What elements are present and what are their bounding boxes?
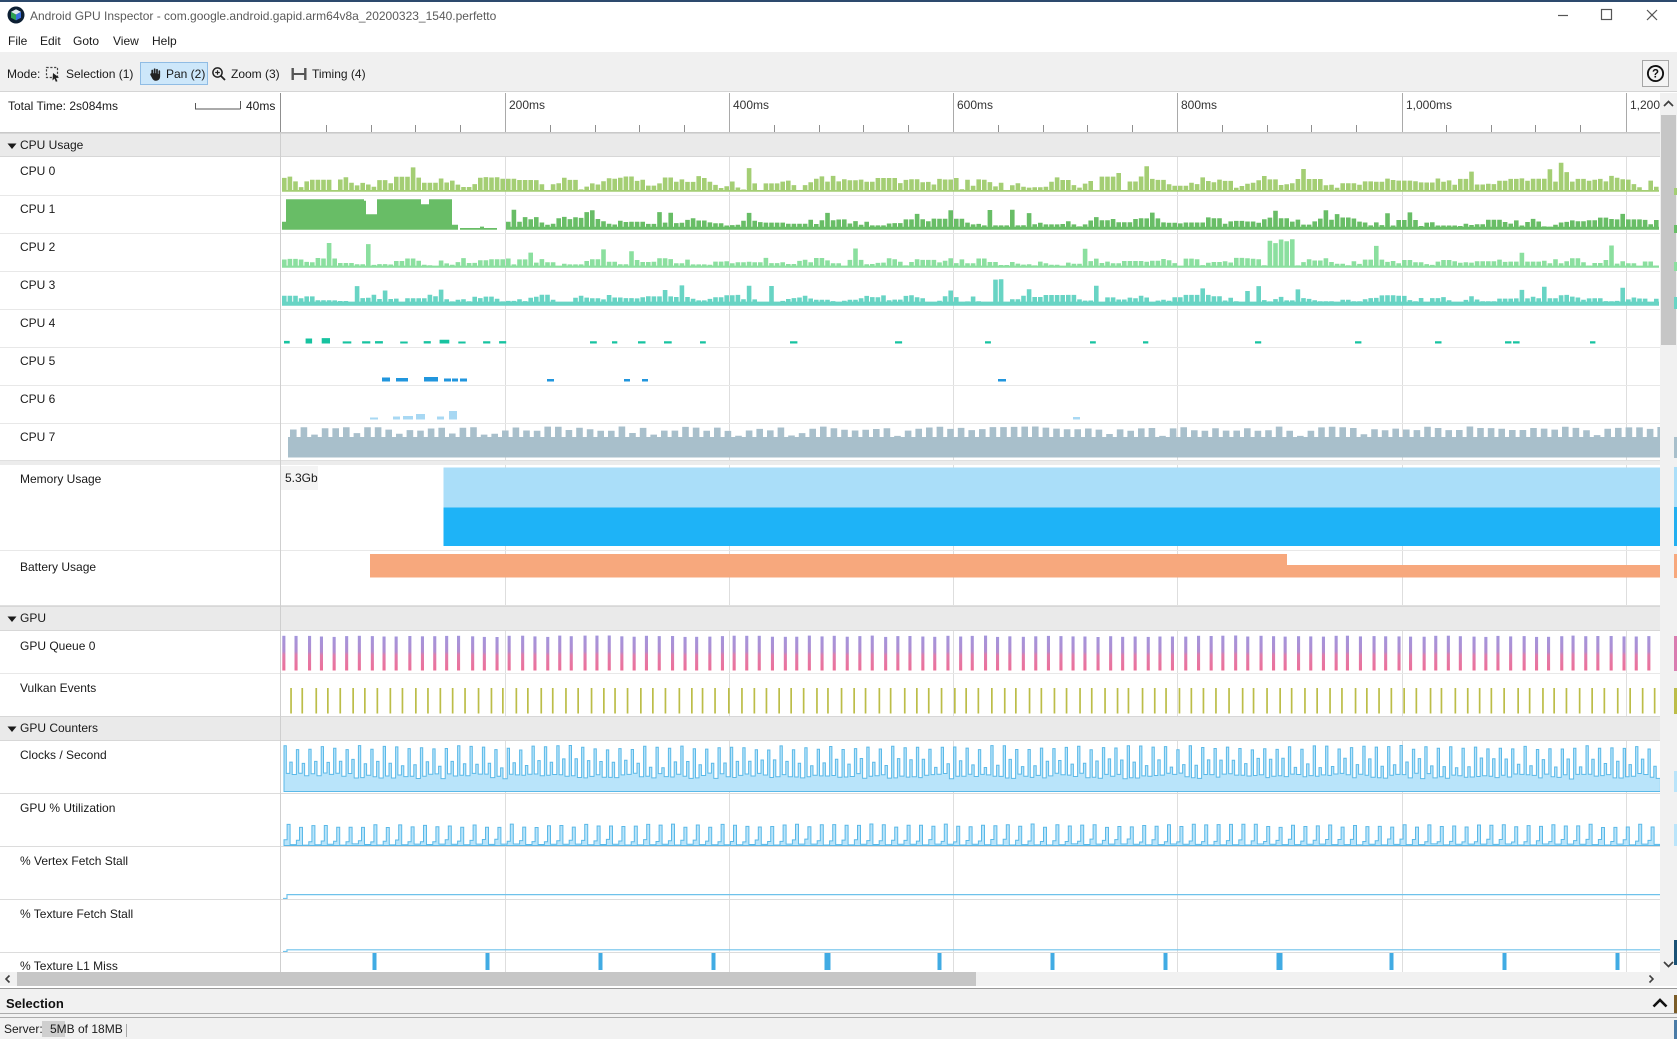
svg-text:?: ?: [1652, 69, 1659, 81]
